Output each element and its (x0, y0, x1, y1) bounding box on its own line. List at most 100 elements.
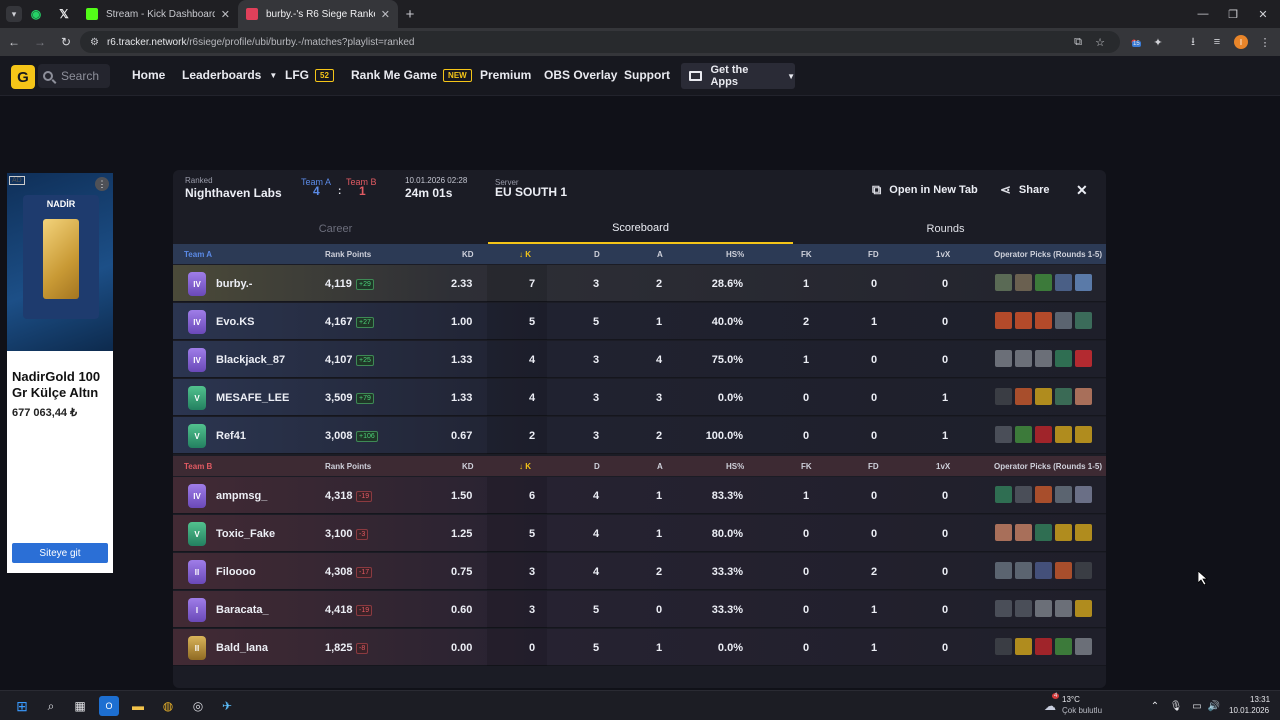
chevron-up-icon[interactable]: ⌃ (1150, 700, 1160, 712)
forward-icon[interactable]: → (34, 35, 46, 49)
player-row[interactable]: IV Blackjack_87 4,107 +25 1.33 4 3 4 75.0% 1 0 0 (173, 341, 1106, 378)
col-k[interactable]: ↓ K (519, 462, 531, 471)
player-name[interactable]: Bald_lana (216, 642, 268, 654)
restore-icon[interactable]: ❐ (1228, 8, 1238, 21)
player-row[interactable]: IV ampmsg_ 4,318 -19 1.50 6 4 1 83.3% 1 0 0 (173, 477, 1106, 514)
operator-icon[interactable] (1035, 274, 1052, 291)
ad-cta-button[interactable]: Siteye git (12, 543, 108, 563)
operator-icon[interactable] (1035, 600, 1052, 617)
operator-icon[interactable] (1035, 562, 1052, 579)
chrome-icon[interactable]: ◍ (162, 699, 174, 713)
reload-icon[interactable]: ↻ (60, 35, 72, 49)
nav-lfg[interactable]: LFG 52 (285, 68, 334, 82)
get-the-apps-button[interactable]: Get the Apps ▼ (681, 63, 795, 89)
clock-date[interactable]: 10.01.2026 (1229, 706, 1270, 715)
col-fd[interactable]: FD (868, 462, 879, 471)
close-tab-icon[interactable]: ✕ (220, 8, 230, 21)
col-fk[interactable]: FK (801, 250, 812, 259)
col-d[interactable]: D (594, 250, 600, 259)
operator-icon[interactable] (995, 486, 1012, 503)
profile-avatar[interactable]: I (1231, 32, 1251, 52)
operator-icon[interactable] (1075, 312, 1092, 329)
address-bar[interactable]: ⚙ r6.tracker.network /r6siege/profile/ub… (80, 31, 1120, 53)
col-kd[interactable]: KD (462, 462, 474, 471)
operator-icon[interactable] (1075, 388, 1092, 405)
search-icon[interactable]: ⌕ (47, 698, 55, 713)
player-name[interactable]: MESAFE_LEE (216, 392, 290, 404)
operator-icon[interactable] (1055, 426, 1072, 443)
site-info-icon[interactable]: ⚙ (90, 36, 99, 48)
operator-icon[interactable] (1015, 426, 1032, 443)
operator-icon[interactable] (995, 600, 1012, 617)
browser-tab-kick[interactable]: Stream - Kick Dashboard ✕ (78, 0, 238, 28)
file-explorer-icon[interactable]: ▬ (132, 699, 144, 713)
operator-icon[interactable] (1075, 600, 1092, 617)
player-name[interactable]: Blackjack_87 (216, 354, 286, 366)
app-icon[interactable]: ✈ (221, 699, 233, 713)
nav-rank-me-game[interactable]: Rank Me Game NEW (351, 68, 472, 82)
operator-icon[interactable] (1015, 600, 1032, 617)
download-icon[interactable]: ⭳ (1191, 35, 1195, 48)
minimize-icon[interactable]: — (1197, 8, 1209, 20)
browser-menu-icon[interactable]: ⋮ (1259, 36, 1271, 49)
bookmark-star-icon[interactable]: ☆ (1095, 36, 1105, 49)
player-name[interactable]: Evo.KS (216, 316, 255, 328)
operator-icon[interactable] (1035, 350, 1052, 367)
operator-icon[interactable] (995, 638, 1012, 655)
clock-time[interactable]: 13:31 (1250, 695, 1271, 704)
operator-icon[interactable] (1035, 524, 1052, 541)
nav-premium[interactable]: Premium (480, 68, 532, 82)
operator-icon[interactable] (1035, 486, 1052, 503)
operator-icon[interactable] (1015, 486, 1032, 503)
tracker-logo[interactable]: G (11, 65, 35, 89)
operator-icon[interactable] (1055, 388, 1072, 405)
search-input[interactable]: Search (38, 64, 110, 88)
player-row[interactable]: I Baracata_ 4,418 -19 0.60 3 5 0 33.3% 0 1 0 (173, 591, 1106, 628)
col-1vx[interactable]: 1vX (936, 462, 951, 471)
operator-icon[interactable] (1015, 562, 1032, 579)
close-tab-icon[interactable]: ✕ (380, 8, 390, 21)
operator-icon[interactable] (1015, 350, 1032, 367)
col-hs[interactable]: HS% (726, 462, 745, 471)
operator-icon[interactable] (1055, 312, 1072, 329)
col-fk[interactable]: FK (801, 462, 812, 471)
operator-icon[interactable] (1035, 312, 1052, 329)
col-rank-points[interactable]: Rank Points (325, 462, 372, 471)
operator-icon[interactable] (1055, 350, 1072, 367)
operator-icon[interactable] (1075, 350, 1092, 367)
nav-leaderboards[interactable]: Leaderboards ▼ (182, 68, 277, 82)
player-name[interactable]: burby.- (216, 278, 253, 290)
operator-icon[interactable] (1015, 388, 1032, 405)
player-name[interactable]: Baracata_ (216, 604, 269, 616)
back-icon[interactable]: ← (8, 35, 20, 49)
operator-icon[interactable] (1075, 562, 1092, 579)
ad-options-icon[interactable]: ⋮ (95, 177, 109, 191)
operator-icon[interactable] (1015, 312, 1032, 329)
player-name[interactable]: Ref41 (216, 430, 246, 442)
col-k[interactable]: ↓ K (519, 250, 531, 259)
network-icon[interactable]: ▭ (1192, 700, 1202, 712)
player-row[interactable]: II Bald_lana 1,825 -8 0.00 0 5 1 0.0% 0 1 0 (173, 629, 1106, 666)
col-kd[interactable]: KD (462, 250, 474, 259)
operator-icon[interactable] (1055, 486, 1072, 503)
install-app-icon[interactable]: ⧉ (1074, 35, 1082, 48)
browser-tab-tracker[interactable]: burby.-'s R6 Siege Ranked Match ✕ (238, 0, 398, 28)
operator-icon[interactable] (1035, 638, 1052, 655)
nav-support[interactable]: Support (624, 68, 670, 82)
player-name[interactable]: Toxic_Fake (216, 528, 276, 540)
outlook-icon[interactable]: O (99, 696, 119, 716)
player-name[interactable]: ampmsg_ (216, 490, 268, 502)
operator-icon[interactable] (1035, 388, 1052, 405)
windows-start-icon[interactable]: ⊞ (16, 697, 28, 714)
operator-icon[interactable] (1075, 486, 1092, 503)
operator-icon[interactable] (1055, 274, 1072, 291)
close-window-icon[interactable]: ✕ (1258, 8, 1268, 21)
operator-icon[interactable] (995, 426, 1012, 443)
operator-icon[interactable] (1075, 638, 1092, 655)
open-new-tab-button[interactable]: ⧉ Open in New Tab (872, 182, 978, 198)
operator-icon[interactable] (1015, 524, 1032, 541)
extensions-puzzle-icon[interactable]: ✦ (1153, 36, 1163, 49)
close-icon[interactable]: ✕ (1076, 182, 1088, 198)
player-row[interactable]: IV burby.- 4,119 +29 2.33 7 3 2 28.6% 1 0 0 (173, 265, 1106, 302)
player-row[interactable]: V MESAFE_LEE 3,509 +79 1.33 4 3 3 0.0% 0 0 1 (173, 379, 1106, 416)
